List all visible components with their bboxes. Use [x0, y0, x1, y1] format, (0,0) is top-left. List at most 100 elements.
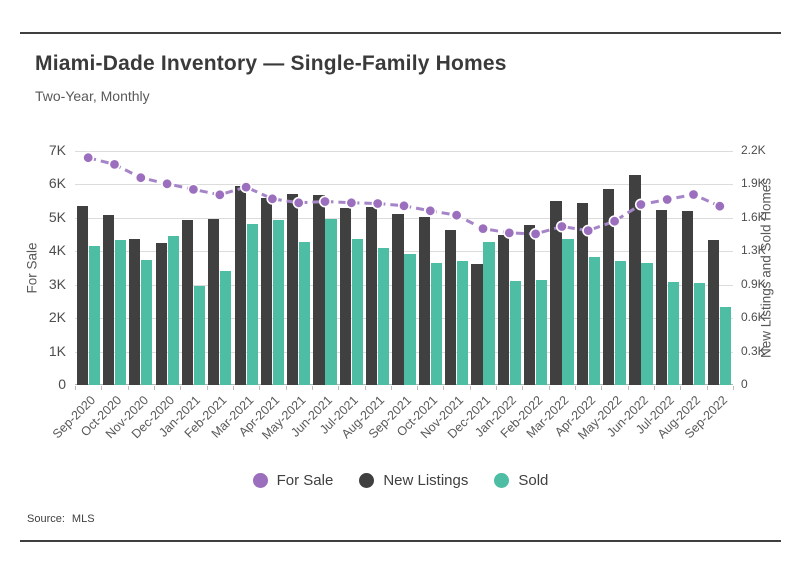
for-sale-point-Mar-2022	[555, 220, 568, 233]
bar-sold-May-2022	[615, 261, 627, 385]
bar-new-listings-Apr-2022	[576, 203, 588, 385]
for-sale-point-Oct-2020	[108, 158, 121, 171]
legend-label: For Sale	[276, 472, 334, 489]
for-sale-point-May-2022	[608, 215, 621, 228]
gridline	[75, 251, 733, 253]
bar-new-listings-Jul-2022	[655, 209, 667, 385]
bar-sold-Jul-2022	[667, 282, 679, 385]
for-sale-line	[87, 156, 721, 236]
bar-sold-Nov-2020	[141, 259, 153, 385]
x-axis-tick	[285, 386, 287, 390]
bar-sold-Sep-2022	[720, 306, 732, 385]
bar-new-listings-Feb-2021	[208, 219, 220, 385]
x-axis-tick	[232, 386, 234, 390]
for-sale-point-Sep-2020	[82, 151, 95, 164]
legend-item-for-sale[interactable]: For Sale	[252, 472, 334, 489]
page-subtitle: Two-Year, Monthly	[35, 88, 150, 104]
bar-new-listings-Jan-2022	[497, 235, 509, 385]
top-rule	[20, 32, 781, 34]
left-axis-tick-label: 6K	[48, 175, 66, 192]
gridline	[75, 284, 733, 286]
for-sale-point-Dec-2021	[476, 222, 489, 235]
bar-sold-Mar-2022	[562, 238, 574, 385]
for-sale-point-Jul-2022	[661, 193, 674, 206]
bottom-rule	[20, 540, 781, 542]
x-axis-tick	[627, 386, 629, 390]
bar-new-listings-Apr-2021	[260, 197, 273, 385]
x-axis-tick	[522, 386, 524, 390]
bar-sold-Dec-2020	[167, 236, 179, 385]
bar-sold-Mar-2021	[246, 224, 258, 385]
x-axis-tick	[75, 386, 76, 390]
x-axis-tick	[575, 386, 577, 390]
bar-new-listings-Jul-2021	[339, 207, 351, 385]
bar-sold-Jun-2022	[641, 262, 653, 385]
bar-sold-Jan-2022	[509, 280, 521, 385]
bar-sold-Jun-2021	[325, 218, 337, 385]
left-axis-tick-label: 0	[58, 376, 66, 392]
for-sale-point-Sep-2021	[397, 199, 410, 212]
bar-sold-Aug-2021	[378, 248, 390, 385]
x-axis-tick	[180, 386, 182, 390]
page-title: Miami-Dade Inventory — Single-Family Hom…	[35, 52, 507, 75]
x-axis-tick	[311, 386, 313, 390]
bar-sold-Jan-2021	[193, 285, 206, 385]
bar-new-listings-Aug-2022	[681, 210, 694, 385]
right-axis-tick-label: 2.2K	[741, 143, 766, 157]
bar-sold-May-2021	[299, 241, 311, 385]
gridline	[75, 351, 733, 353]
new-listings-swatch-icon	[359, 473, 375, 488]
bar-new-listings-Mar-2022	[550, 201, 562, 385]
for-sale-point-Apr-2021	[266, 192, 279, 205]
gridline	[75, 318, 733, 320]
for-sale-point-Jan-2022	[503, 226, 516, 239]
for-sale-point-Aug-2022	[687, 188, 700, 201]
bar-sold-Sep-2021	[404, 254, 416, 385]
for-sale-line-layer	[82, 151, 726, 240]
left-axis-tick-label: 4K	[48, 242, 66, 259]
for-sale-point-Jun-2021	[319, 195, 332, 208]
bar-sold-Dec-2021	[483, 242, 495, 385]
for-sale-point-Aug-2021	[371, 197, 384, 210]
x-axis-tick	[153, 386, 155, 390]
left-axis-tick-label: 5K	[48, 208, 66, 225]
for-sale-point-Jul-2021	[345, 196, 358, 209]
right-axis-tick-label: 1.3K	[741, 243, 766, 258]
source-note: Source: MLS	[27, 513, 95, 525]
for-sale-point-Feb-2021	[213, 188, 226, 201]
right-axis-tick-label: 0.6K	[741, 310, 766, 325]
bar-sold-Feb-2022	[536, 280, 548, 385]
right-axis-tick-label: 0	[741, 377, 748, 391]
legend-item-new-listings[interactable]: New Listings	[359, 472, 468, 489]
for-sale-point-Nov-2021	[450, 209, 463, 222]
x-axis-tick	[548, 386, 550, 390]
legend-item-sold[interactable]: Sold	[494, 472, 548, 489]
gridline	[75, 184, 733, 186]
legend-label: Sold	[518, 472, 549, 489]
bar-sold-Oct-2020	[114, 240, 127, 385]
for-sale-point-Jun-2022	[634, 198, 647, 211]
bar-new-listings-Aug-2021	[366, 206, 378, 385]
for-sale-point-Nov-2020	[134, 171, 147, 184]
x-axis-tick	[417, 386, 419, 390]
for-sale-point-May-2021	[292, 196, 305, 209]
for-sale-point-Apr-2022	[582, 224, 595, 237]
gridline	[75, 217, 733, 219]
bar-sold-Sep-2020	[88, 246, 100, 385]
left-axis-tick-label: 3K	[48, 275, 66, 292]
left-axis-tick-label: 1K	[48, 342, 66, 359]
bar-sold-Jul-2021	[351, 239, 363, 385]
bar-new-listings-Jan-2021	[181, 219, 194, 385]
x-axis-tick	[680, 386, 682, 390]
bar-sold-Feb-2021	[220, 270, 232, 385]
bar-new-listings-Sep-2022	[708, 239, 720, 385]
for-sale-point-Jan-2021	[187, 183, 200, 196]
x-axis-tick	[496, 386, 498, 390]
x-axis-tick	[364, 386, 366, 390]
x-axis-line	[75, 384, 733, 385]
source-label: Source:	[27, 513, 65, 525]
x-axis-tick	[101, 386, 103, 390]
bar-new-listings-Feb-2022	[524, 225, 536, 385]
x-axis-tick	[601, 386, 603, 390]
right-axis-tick-label: 0.3K	[741, 343, 766, 358]
